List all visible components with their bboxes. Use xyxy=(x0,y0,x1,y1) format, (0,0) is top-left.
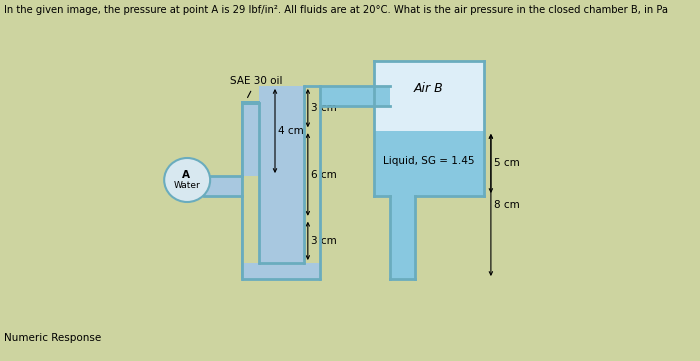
Bar xyxy=(242,263,320,279)
Text: A: A xyxy=(181,170,190,180)
Text: 5 cm: 5 cm xyxy=(494,158,520,169)
Text: Liquid, SG = 1.45: Liquid, SG = 1.45 xyxy=(383,156,475,166)
Bar xyxy=(242,101,260,103)
Bar xyxy=(374,131,484,196)
Text: SAE 30 oil: SAE 30 oil xyxy=(230,76,282,97)
Bar xyxy=(241,101,242,279)
Bar xyxy=(390,196,414,279)
Text: 8 cm: 8 cm xyxy=(494,200,520,210)
Text: 3 cm: 3 cm xyxy=(311,103,337,113)
Text: 3 cm: 3 cm xyxy=(311,236,337,246)
Bar xyxy=(258,86,304,263)
Bar xyxy=(258,103,260,263)
Bar xyxy=(204,176,242,196)
Bar xyxy=(242,103,258,176)
Text: Numeric Response: Numeric Response xyxy=(4,333,101,343)
Text: 4 cm: 4 cm xyxy=(279,126,304,136)
Text: 6 cm: 6 cm xyxy=(311,170,337,179)
Bar xyxy=(242,103,258,105)
Text: Water: Water xyxy=(174,182,200,191)
Text: Air B: Air B xyxy=(414,83,444,96)
Bar xyxy=(320,86,390,106)
Ellipse shape xyxy=(164,158,210,202)
Text: In the given image, the pressure at point A is 29 lbf/in². All fluids are at 20°: In the given image, the pressure at poin… xyxy=(4,5,668,15)
Bar xyxy=(374,61,484,131)
